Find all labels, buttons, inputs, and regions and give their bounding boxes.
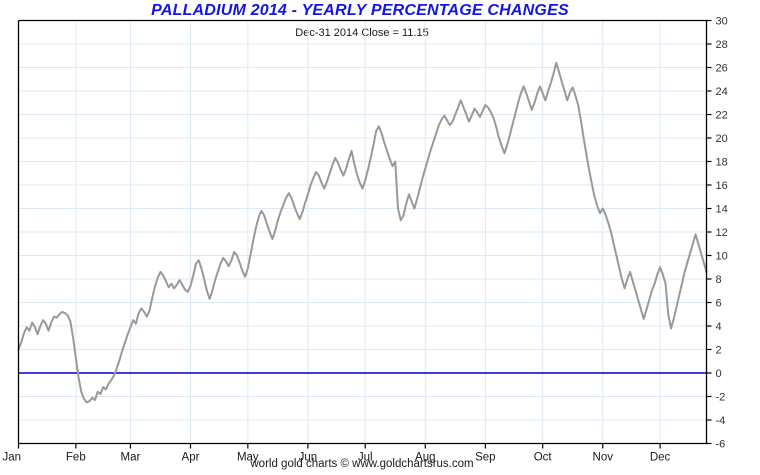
svg-text:Aug: Aug (415, 452, 435, 464)
svg-text:28: 28 (716, 39, 728, 51)
svg-text:20: 20 (716, 133, 728, 145)
svg-text:Jan: Jan (3, 452, 22, 464)
data-series-line (17, 61, 708, 404)
svg-text:-6: -6 (716, 439, 726, 451)
svg-text:26: 26 (716, 63, 728, 75)
x-axis-tick-labels: Jan Feb Mar Apr May Jun Jul Aug Sep Oct Nov Dec (3, 443, 671, 464)
svg-text:12: 12 (716, 227, 728, 239)
svg-text:24: 24 (716, 86, 728, 98)
svg-text:Mar: Mar (121, 452, 141, 464)
svg-text:Dec: Dec (650, 452, 671, 464)
svg-text:14: 14 (716, 204, 728, 216)
svg-text:-4: -4 (716, 415, 726, 427)
svg-text:Jul: Jul (358, 452, 373, 464)
svg-text:16: 16 (716, 180, 728, 192)
grid-lines (18, 20, 707, 444)
svg-text:Sep: Sep (475, 452, 495, 464)
svg-text:Jun: Jun (299, 452, 318, 464)
chart-title: PALLADIUM 2014 - YEARLY PERCENTAGE CHANG… (151, 2, 569, 19)
footer-credit: world gold charts © www.goldchartsrus.co… (250, 458, 474, 470)
svg-text:6: 6 (716, 298, 722, 310)
svg-text:18: 18 (716, 157, 728, 169)
svg-text:-2: -2 (716, 392, 726, 404)
svg-text:Feb: Feb (66, 452, 86, 464)
svg-text:2: 2 (716, 345, 722, 357)
svg-text:Apr: Apr (182, 452, 200, 464)
svg-text:22: 22 (716, 110, 728, 122)
svg-text:30: 30 (716, 16, 728, 28)
svg-text:Nov: Nov (593, 452, 614, 464)
svg-text:10: 10 (716, 251, 728, 263)
chart-subtitle: Dec-31 2014 Close = 11.15 (295, 27, 429, 39)
svg-text:May: May (237, 452, 259, 464)
svg-text:0: 0 (716, 368, 722, 380)
svg-text:4: 4 (716, 321, 722, 333)
svg-text:Oct: Oct (534, 452, 553, 464)
svg-text:8: 8 (716, 274, 722, 286)
